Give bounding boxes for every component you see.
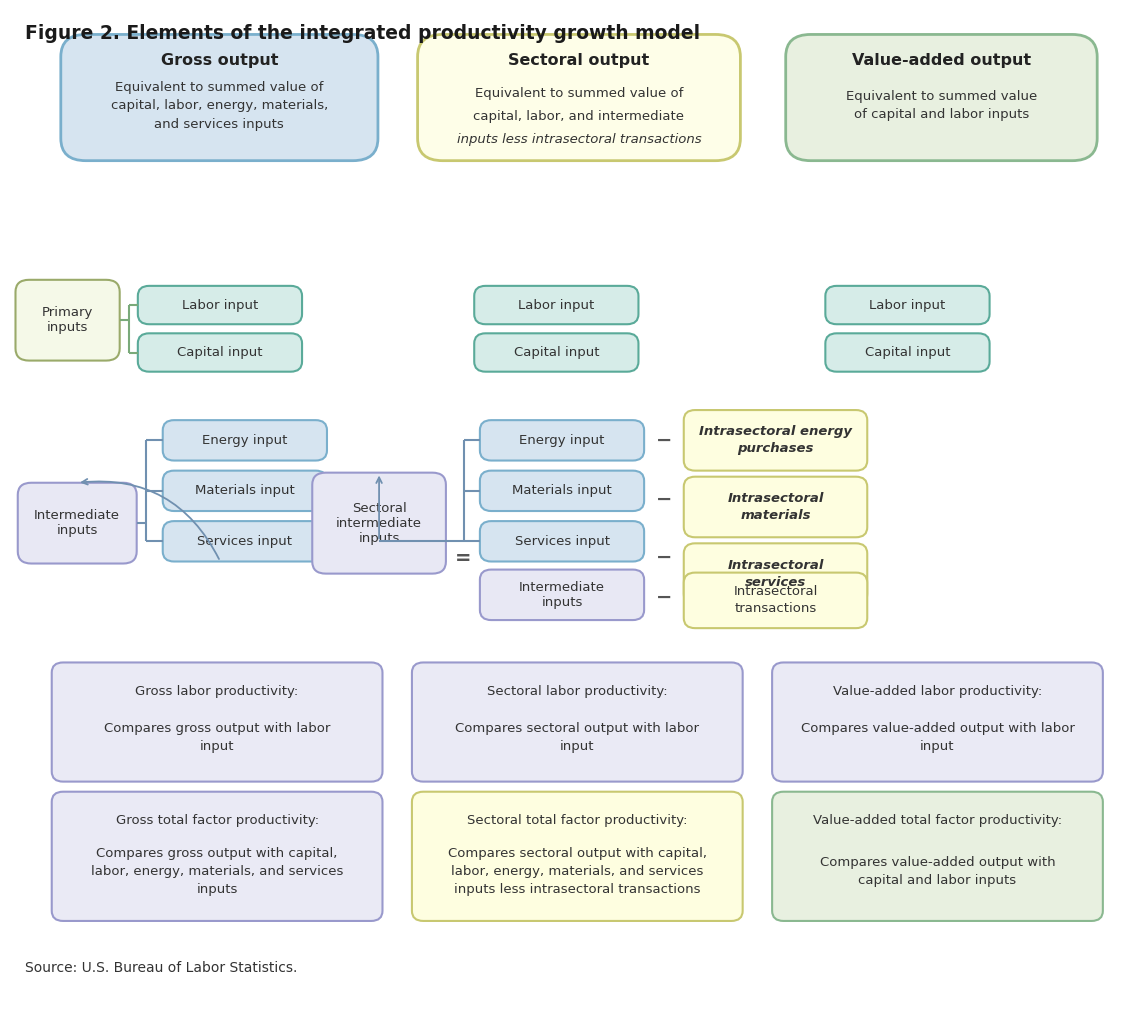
Text: Services input: Services input — [197, 534, 292, 548]
FancyBboxPatch shape — [683, 544, 867, 604]
Text: Sectoral
intermediate
inputs: Sectoral intermediate inputs — [337, 502, 422, 545]
FancyBboxPatch shape — [163, 470, 327, 511]
FancyBboxPatch shape — [683, 410, 867, 470]
FancyBboxPatch shape — [313, 472, 446, 573]
Text: Labor input: Labor input — [518, 298, 594, 312]
FancyBboxPatch shape — [16, 280, 120, 360]
Text: Intrasectoral
services: Intrasectoral services — [727, 559, 824, 588]
FancyBboxPatch shape — [475, 333, 639, 372]
FancyBboxPatch shape — [825, 333, 989, 372]
Text: Compares value-added output with
capital and labor inputs: Compares value-added output with capital… — [819, 856, 1055, 887]
Text: Labor input: Labor input — [869, 298, 946, 312]
FancyBboxPatch shape — [412, 792, 743, 921]
FancyBboxPatch shape — [786, 35, 1098, 161]
Text: Services input: Services input — [515, 534, 609, 548]
Text: Value-added output: Value-added output — [852, 53, 1031, 67]
FancyBboxPatch shape — [480, 420, 645, 460]
Text: Gross output: Gross output — [161, 53, 278, 67]
FancyBboxPatch shape — [163, 521, 327, 562]
Text: Materials input: Materials input — [195, 485, 294, 498]
FancyBboxPatch shape — [138, 333, 302, 372]
Text: Primary
inputs: Primary inputs — [42, 306, 94, 334]
Text: Value-added labor productivity:: Value-added labor productivity: — [833, 685, 1042, 697]
FancyBboxPatch shape — [825, 286, 989, 324]
Text: −: − — [656, 490, 672, 508]
Text: −: − — [656, 548, 672, 567]
FancyBboxPatch shape — [772, 792, 1103, 921]
Text: Compares sectoral output with labor
input: Compares sectoral output with labor inpu… — [455, 722, 699, 752]
FancyBboxPatch shape — [18, 483, 137, 564]
Text: Materials input: Materials input — [512, 485, 612, 498]
Text: Equivalent to summed value of: Equivalent to summed value of — [475, 87, 683, 100]
Text: Compares value-added output with labor
input: Compares value-added output with labor i… — [801, 722, 1075, 752]
Text: Gross total factor productivity:: Gross total factor productivity: — [115, 814, 318, 827]
Text: Sectoral output: Sectoral output — [509, 53, 649, 67]
FancyBboxPatch shape — [480, 570, 645, 620]
Text: Energy input: Energy input — [202, 434, 288, 447]
Text: Sectoral total factor productivity:: Sectoral total factor productivity: — [467, 814, 688, 827]
FancyBboxPatch shape — [51, 663, 382, 782]
Text: Intrasectoral
transactions: Intrasectoral transactions — [734, 585, 818, 615]
Text: Compares gross output with capital,
labor, energy, materials, and services
input: Compares gross output with capital, labo… — [91, 847, 343, 896]
Text: Capital input: Capital input — [513, 346, 599, 359]
Text: −: − — [656, 431, 672, 450]
FancyBboxPatch shape — [60, 35, 378, 161]
Text: Sectoral labor productivity:: Sectoral labor productivity: — [487, 685, 667, 697]
Text: −: − — [656, 588, 672, 607]
FancyBboxPatch shape — [163, 420, 327, 460]
Text: Capital input: Capital input — [865, 346, 950, 359]
Text: =: = — [454, 550, 471, 568]
Text: Capital input: Capital input — [177, 346, 262, 359]
Text: Value-added total factor productivity:: Value-added total factor productivity: — [812, 814, 1062, 827]
Text: Labor input: Labor input — [181, 298, 258, 312]
FancyBboxPatch shape — [412, 663, 743, 782]
Text: Intrasectoral
materials: Intrasectoral materials — [727, 492, 824, 522]
Text: inputs less intrasectoral transactions: inputs less intrasectoral transactions — [456, 133, 702, 147]
FancyBboxPatch shape — [51, 792, 382, 921]
FancyBboxPatch shape — [475, 286, 639, 324]
Text: Intrasectoral energy
purchases: Intrasectoral energy purchases — [699, 426, 852, 455]
Text: Equivalent to summed value
of capital and labor inputs: Equivalent to summed value of capital an… — [845, 90, 1037, 121]
Text: Source: U.S. Bureau of Labor Statistics.: Source: U.S. Bureau of Labor Statistics. — [25, 961, 297, 975]
Text: Figure 2. Elements of the integrated productivity growth model: Figure 2. Elements of the integrated pro… — [25, 24, 699, 44]
FancyBboxPatch shape — [480, 470, 645, 511]
FancyBboxPatch shape — [418, 35, 741, 161]
Text: Intermediate
inputs: Intermediate inputs — [34, 509, 120, 538]
FancyBboxPatch shape — [480, 521, 645, 562]
Text: Equivalent to summed value of
capital, labor, energy, materials,
and services in: Equivalent to summed value of capital, l… — [111, 80, 327, 130]
FancyBboxPatch shape — [138, 286, 302, 324]
Text: Compares sectoral output with capital,
labor, energy, materials, and services
in: Compares sectoral output with capital, l… — [447, 847, 706, 896]
Text: Gross labor productivity:: Gross labor productivity: — [136, 685, 299, 697]
FancyBboxPatch shape — [683, 572, 867, 628]
Text: Compares gross output with labor
input: Compares gross output with labor input — [104, 722, 330, 752]
Text: Intermediate
inputs: Intermediate inputs — [519, 581, 605, 609]
FancyBboxPatch shape — [772, 663, 1103, 782]
FancyBboxPatch shape — [683, 476, 867, 538]
Text: Energy input: Energy input — [519, 434, 605, 447]
Text: capital, labor, and intermediate: capital, labor, and intermediate — [474, 110, 685, 123]
